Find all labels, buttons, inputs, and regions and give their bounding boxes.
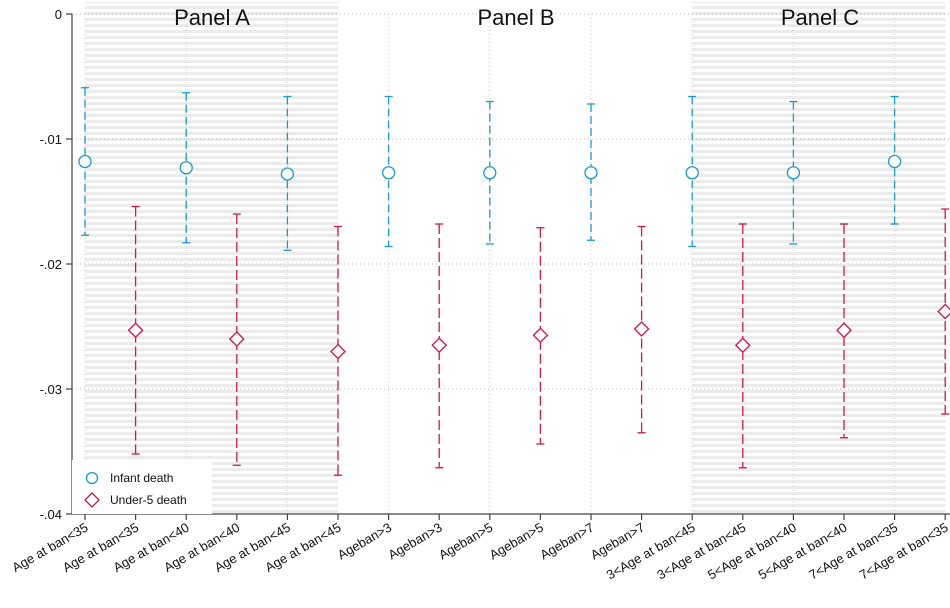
infant-point [584, 166, 598, 180]
y-tick-label: -.03 [40, 382, 62, 397]
panel-titles: Panel A Panel B Panel C [174, 5, 859, 30]
x-tick-label: Ageban>7 [537, 520, 596, 563]
shaded-panel-c [692, 2, 946, 514]
infant-point [78, 154, 92, 169]
infant-point [685, 166, 699, 180]
x-tick-label: 3<Age at ban<45 [654, 520, 748, 583]
under5-point [330, 343, 346, 360]
under5-point [431, 337, 448, 354]
infant-point [280, 167, 295, 181]
under5-point [734, 337, 751, 354]
gridlines [72, 13, 950, 514]
x-tick-label: 3<Age at ban<45 [604, 520, 698, 583]
legend-box [72, 460, 212, 514]
infant-point [483, 166, 497, 180]
legend-under5-label: Under-5 death [110, 493, 187, 507]
panel-shading [85, 2, 946, 514]
infant-point [381, 166, 396, 180]
x-tick-label: Ageban>5 [436, 520, 495, 563]
x-tick-label: Ageban>3 [386, 520, 445, 563]
panel-title-b: Panel B [477, 5, 554, 30]
x-tick-label: 7<Age at ban<35 [806, 520, 900, 583]
series-layer [78, 87, 950, 476]
x-tick-label: Ageban>3 [335, 520, 394, 563]
legend-infant-marker [85, 471, 99, 485]
under5-point [532, 327, 549, 344]
legend: Infant death Under-5 death [72, 460, 212, 514]
x-tick-label: 5<Age at ban<40 [756, 520, 850, 583]
x-tick-label: 7<Age at ban<35 [857, 520, 950, 583]
under5-point [633, 321, 650, 337]
infant-point [887, 154, 902, 169]
panel-title-c: Panel C [781, 5, 859, 30]
under5-point [127, 322, 144, 339]
y-tick-label: -.01 [40, 132, 62, 147]
legend-infant-label: Infant death [110, 471, 173, 485]
under5-point [836, 322, 852, 339]
x-tick-label: Ageban>5 [487, 520, 546, 563]
shaded-panel-a [85, 2, 338, 514]
infant-point [786, 166, 801, 180]
infant-point [179, 161, 193, 175]
y-tick-label: 0 [55, 7, 62, 22]
under5-point [228, 331, 245, 347]
panel-title-a: Panel A [174, 5, 250, 30]
y-tick-label: -.04 [40, 507, 62, 522]
y-tick-label: -.02 [40, 257, 62, 272]
x-tick-label: 5<Age at ban<40 [705, 520, 799, 583]
legend-under5-marker [84, 492, 100, 508]
